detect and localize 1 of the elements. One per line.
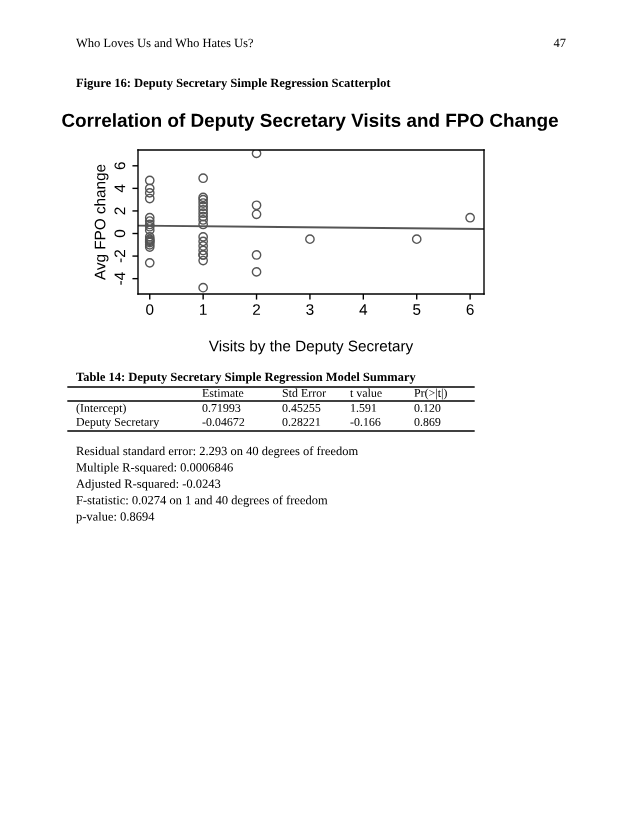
chart-title: Correlation of Deputy Secretary Visits and FPO Change (62, 113, 558, 131)
